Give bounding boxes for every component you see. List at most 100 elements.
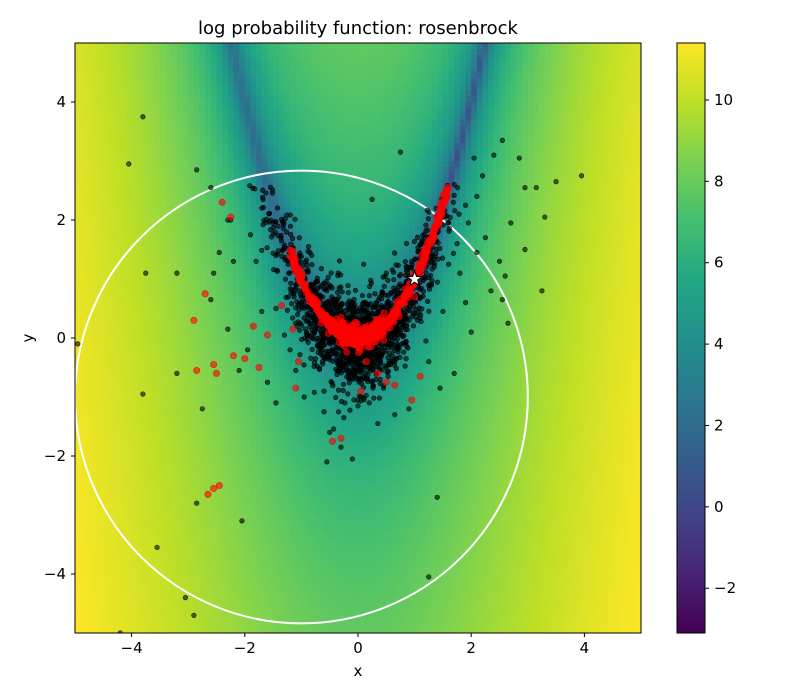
heatmap-cell — [267, 255, 274, 262]
heatmap-cell — [103, 255, 110, 262]
heatmap-cell — [103, 208, 110, 215]
heatmap-cell — [335, 78, 342, 85]
heatmap-cell — [267, 532, 274, 540]
heatmap-cell — [108, 515, 116, 522]
heatmap-cell — [188, 367, 195, 374]
heatmap-cell — [103, 603, 110, 610]
heatmap-cell — [341, 196, 348, 203]
heatmap-cell — [233, 385, 240, 392]
heatmap-cell — [250, 438, 257, 445]
heatmap-cell — [329, 107, 336, 115]
heatmap-cell — [301, 243, 308, 251]
heatmap-cell — [324, 414, 331, 422]
heatmap-cell — [301, 585, 308, 593]
heatmap-cell — [205, 202, 212, 209]
heatmap-cell — [165, 320, 172, 327]
heatmap-cell — [142, 621, 150, 628]
heatmap-cell — [222, 456, 229, 463]
heatmap-cell — [284, 408, 291, 416]
heatmap-cell — [80, 96, 87, 103]
heatmap-cell — [131, 526, 138, 534]
heatmap-cell — [290, 332, 297, 339]
heatmap-cell — [290, 450, 297, 457]
heatmap-cell — [120, 473, 127, 481]
heatmap-cell — [267, 131, 274, 138]
heatmap-cell — [80, 90, 87, 97]
heatmap-cell — [154, 60, 161, 68]
heatmap-cell — [239, 237, 246, 245]
heatmap-cell — [148, 102, 155, 109]
heatmap-cell — [159, 615, 167, 622]
heatmap-cell — [318, 515, 325, 522]
heatmap-cell — [301, 367, 308, 374]
heatmap-cell — [278, 196, 286, 203]
heatmap-cell — [148, 96, 155, 103]
heatmap-cell — [86, 538, 93, 546]
heatmap-cell — [142, 279, 150, 286]
heatmap-cell — [131, 491, 138, 498]
heatmap-cell — [227, 332, 235, 339]
heatmap-cell — [227, 172, 235, 180]
heatmap-cell — [80, 515, 87, 522]
heatmap-cell — [267, 574, 274, 581]
heatmap-cell — [346, 556, 353, 563]
heatmap-cell — [114, 532, 121, 540]
heatmap-cell — [273, 408, 280, 416]
heatmap-cell — [199, 461, 206, 469]
heatmap-cell — [318, 48, 325, 56]
heatmap-cell — [210, 320, 218, 327]
heatmap-cell — [103, 172, 110, 180]
heatmap-cell — [227, 532, 235, 540]
heatmap-cell — [210, 284, 218, 292]
heatmap-cell — [193, 509, 201, 516]
heatmap-cell — [97, 485, 104, 492]
heatmap-cell — [239, 131, 246, 138]
heatmap-cell — [97, 361, 104, 369]
heatmap-cell — [97, 279, 104, 286]
heatmap-cell — [210, 308, 218, 315]
heatmap-cell — [193, 296, 201, 304]
heatmap-cell — [171, 119, 178, 127]
heatmap-cell — [199, 568, 206, 575]
heatmap-cell — [352, 172, 359, 180]
heatmap-cell — [278, 125, 286, 133]
heatmap-cell — [284, 349, 291, 357]
heatmap-cell — [205, 208, 212, 215]
heatmap-cell — [131, 603, 138, 610]
heatmap-cell — [148, 220, 155, 227]
heatmap-cell — [205, 308, 212, 315]
heatmap-cell — [91, 184, 99, 192]
heatmap-cell — [307, 532, 314, 540]
heatmap-cell — [131, 402, 138, 410]
heatmap-cell — [188, 149, 195, 156]
heatmap-cell — [324, 172, 331, 180]
heatmap-cell — [159, 420, 167, 428]
heatmap-cell — [324, 615, 331, 622]
heatmap-cell — [75, 190, 82, 197]
heatmap-cell — [307, 349, 314, 357]
heatmap-cell — [312, 84, 319, 91]
heatmap-cell — [159, 349, 167, 357]
heatmap-cell — [159, 102, 167, 109]
heatmap-cell — [142, 408, 150, 416]
heatmap-cell — [290, 603, 297, 610]
heatmap-cell — [284, 503, 291, 510]
heatmap-cell — [193, 290, 201, 298]
heatmap-cell — [154, 172, 161, 180]
heatmap-cell — [182, 343, 189, 351]
heatmap-cell — [86, 574, 93, 581]
heatmap-cell — [352, 408, 359, 416]
heatmap-cell — [250, 54, 257, 62]
heatmap-cell — [142, 332, 150, 339]
heatmap-cell — [131, 214, 138, 221]
heatmap-cell — [318, 615, 325, 622]
heatmap-cell — [154, 332, 161, 339]
heatmap-cell — [318, 503, 325, 510]
heatmap-cell — [176, 302, 184, 310]
heatmap-cell — [205, 520, 212, 528]
heatmap-cell — [97, 438, 104, 445]
heatmap-cell — [165, 597, 172, 605]
heatmap-cell — [137, 420, 144, 428]
heatmap-cell — [176, 597, 184, 605]
heatmap-cell — [165, 84, 172, 91]
